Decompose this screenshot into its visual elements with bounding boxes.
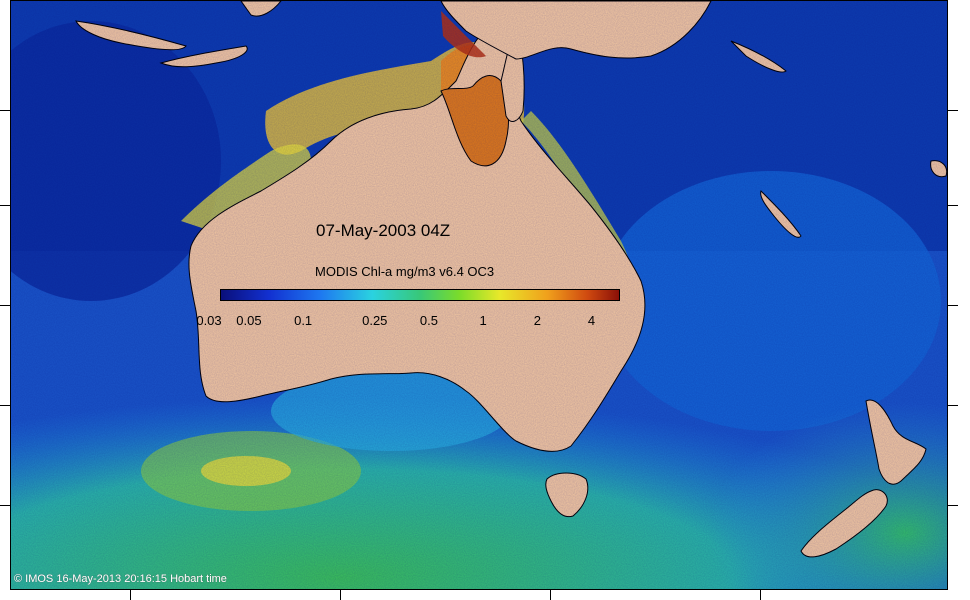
colorbar-title: MODIS Chl-a mg/m3 v6.4 OC3 bbox=[315, 264, 495, 279]
tick-right-4 bbox=[948, 405, 958, 406]
copyright-notice: © IMOS 16-May-2013 20:16:15 Hobart time bbox=[14, 573, 227, 585]
tick-bottom-1 bbox=[130, 590, 131, 600]
tick-bottom-2 bbox=[340, 590, 341, 600]
tick-left-5 bbox=[0, 505, 10, 506]
colorbar-tick-label: 0.25 bbox=[362, 313, 388, 328]
colorbar bbox=[220, 289, 620, 301]
tick-left-1 bbox=[0, 110, 10, 111]
colorbar-tick-label: 0.05 bbox=[236, 313, 262, 328]
colorbar-tick-label: 0.03 bbox=[196, 313, 222, 328]
colorbar-tick-label: 2 bbox=[533, 313, 541, 328]
chlorophyll-map[interactable]: 07-May-2003 04Z MODIS Chl-a mg/m3 v6.4 O… bbox=[10, 0, 948, 590]
colorbar-tick-label: 4 bbox=[587, 313, 596, 328]
colorbar-tick-label: 1 bbox=[479, 313, 487, 328]
tick-bottom-3 bbox=[550, 590, 551, 600]
tick-bottom-4 bbox=[760, 590, 761, 600]
tick-right-3 bbox=[948, 305, 958, 306]
tick-left-3 bbox=[0, 305, 10, 306]
tick-right-1 bbox=[948, 110, 958, 111]
tick-right-2 bbox=[948, 205, 958, 206]
colorbar-tick-label: 0.5 bbox=[419, 313, 438, 328]
tick-right-5 bbox=[948, 505, 958, 506]
tick-left-4 bbox=[0, 405, 10, 406]
tick-left-2 bbox=[0, 205, 10, 206]
date-title: 07-May-2003 04Z bbox=[316, 221, 451, 240]
colorbar-tick-label: 0.1 bbox=[294, 313, 313, 328]
